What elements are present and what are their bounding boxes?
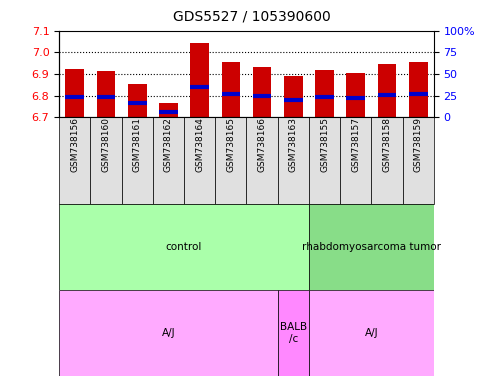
FancyBboxPatch shape [59,204,309,290]
Text: GSM738155: GSM738155 [320,117,329,172]
FancyBboxPatch shape [309,204,434,290]
Text: GSM738158: GSM738158 [383,117,391,172]
Text: control: control [166,242,202,252]
Bar [159,103,178,117]
Bar [97,71,115,117]
FancyBboxPatch shape [122,117,153,204]
Bar [347,73,365,117]
Bar [284,76,303,117]
Bar [253,68,272,117]
FancyBboxPatch shape [340,117,371,204]
FancyBboxPatch shape [309,290,434,376]
Bar [378,64,396,117]
Text: GSM738165: GSM738165 [226,117,235,172]
Bar [66,68,84,117]
FancyBboxPatch shape [184,117,215,204]
FancyBboxPatch shape [278,117,309,204]
FancyBboxPatch shape [403,117,434,204]
FancyBboxPatch shape [215,117,246,204]
Text: rhabdomyosarcoma tumor: rhabdomyosarcoma tumor [302,242,441,252]
Text: GSM738161: GSM738161 [133,117,141,172]
FancyBboxPatch shape [59,117,90,204]
Bar [221,62,240,117]
FancyBboxPatch shape [371,117,403,204]
Text: GSM738162: GSM738162 [164,117,173,172]
FancyBboxPatch shape [309,117,340,204]
Text: GSM738157: GSM738157 [352,117,360,172]
Text: A/J: A/J [365,328,378,338]
FancyBboxPatch shape [153,117,184,204]
FancyBboxPatch shape [246,117,278,204]
Text: GDS5527 / 105390600: GDS5527 / 105390600 [173,9,330,23]
Bar [315,70,334,117]
Text: GSM738156: GSM738156 [70,117,79,172]
Bar [409,62,427,117]
Text: GSM738160: GSM738160 [102,117,110,172]
FancyBboxPatch shape [90,117,122,204]
Text: GSM738159: GSM738159 [414,117,423,172]
Text: GSM738163: GSM738163 [289,117,298,172]
FancyBboxPatch shape [59,290,278,376]
Text: BALB
/c: BALB /c [280,322,307,344]
Text: GSM738166: GSM738166 [258,117,267,172]
Text: GSM738164: GSM738164 [195,117,204,172]
FancyBboxPatch shape [278,290,309,376]
Bar [128,84,146,117]
Text: A/J: A/J [162,328,175,338]
Bar [190,43,209,117]
